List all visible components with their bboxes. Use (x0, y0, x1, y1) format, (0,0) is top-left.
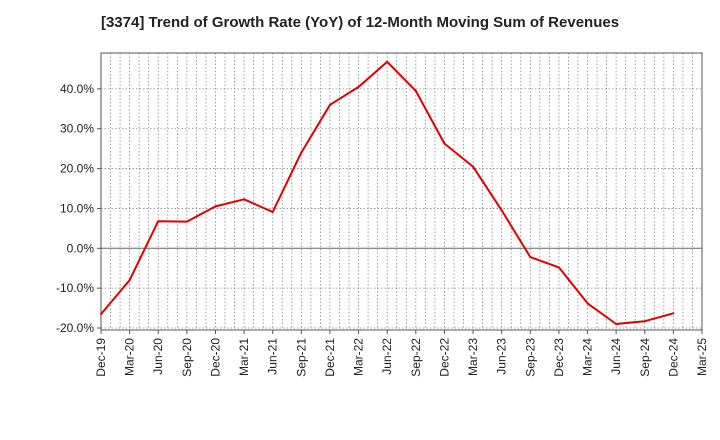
x-tick-label: Mar-20 (123, 338, 137, 376)
data-point (414, 89, 417, 92)
x-tick-label: Dec-20 (208, 338, 222, 377)
axis-layer (97, 52, 703, 334)
y-tick-label: 30.0% (60, 122, 94, 136)
data-point (586, 302, 589, 305)
series-layer (100, 60, 675, 326)
data-point (643, 320, 646, 323)
data-point (157, 220, 160, 223)
x-tick-label: Dec-21 (323, 338, 337, 377)
plot-frame (100, 52, 703, 331)
data-point (100, 313, 102, 316)
y-tick-label: -10.0% (56, 281, 94, 295)
data-point (357, 85, 360, 88)
data-point (615, 323, 618, 326)
data-point (243, 198, 246, 201)
x-tick-label: Jun-23 (495, 338, 509, 375)
data-point (328, 103, 331, 106)
x-tick-label: Dec-23 (552, 338, 566, 377)
grid-layer (100, 53, 703, 330)
x-tick-label: Sep-23 (523, 338, 537, 377)
chart-title: [3374] Trend of Growth Rate (YoY) of 12-… (100, 14, 620, 31)
x-tick-label: Jun-22 (380, 338, 394, 375)
data-point (128, 279, 131, 282)
data-point (500, 209, 503, 212)
x-tick-label: Sep-22 (409, 338, 423, 377)
x-tick-label: Jun-21 (266, 338, 280, 375)
y-tick-label: 40.0% (60, 82, 94, 96)
x-tick-label: Mar-22 (352, 338, 366, 376)
data-point (443, 142, 446, 145)
x-tick-label: Mar-21 (237, 338, 251, 376)
x-tick-label: Mar-25 (695, 338, 709, 376)
data-point (557, 266, 560, 269)
x-tick-label: Sep-24 (638, 338, 652, 377)
x-tick-label: Dec-22 (437, 338, 451, 377)
data-point (672, 312, 675, 315)
x-tick-label: Sep-20 (180, 338, 194, 377)
y-tick-label: 10.0% (60, 201, 94, 215)
y-tick-label: 0.0% (67, 241, 95, 255)
y-tick-label: 20.0% (60, 162, 94, 176)
data-point (472, 165, 475, 168)
y-tick-label: -20.0% (56, 321, 94, 335)
data-point (529, 256, 532, 259)
x-tick-label: Jun-24 (609, 338, 623, 375)
data-point (386, 60, 389, 63)
label-layer: -20.0% -10.0% 0.0% 10.0% 20.0% 30.0% 40.0% Dec-… (56, 82, 709, 377)
x-tick-label: Dec-19 (94, 338, 108, 377)
x-tick-label: Sep-21 (294, 338, 308, 377)
x-tick-label: Mar-24 (581, 338, 595, 376)
data-point (185, 220, 188, 223)
plot-background (101, 53, 702, 330)
data-point (271, 211, 274, 214)
x-tick-label: Dec-24 (666, 338, 680, 377)
data-point (300, 151, 303, 154)
x-tick-label: Mar-23 (466, 338, 480, 376)
data-point (214, 205, 217, 208)
x-tick-label: Jun-20 (151, 338, 165, 375)
